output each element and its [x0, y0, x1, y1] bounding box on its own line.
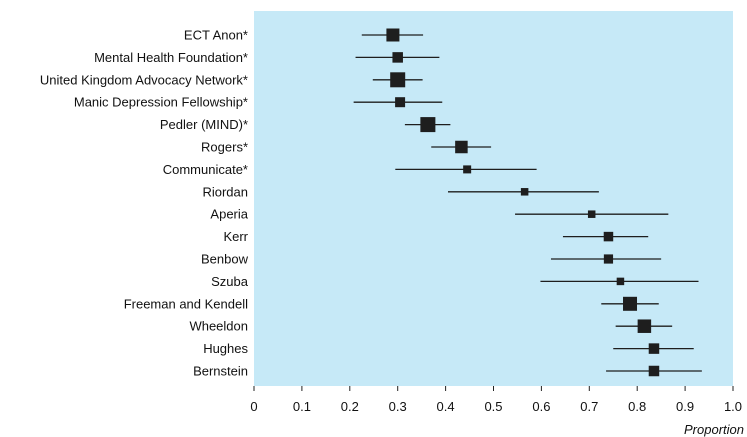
x-tick-label: 0.9 — [676, 399, 694, 414]
study-label: Manic Depression Fellowship* — [74, 95, 248, 110]
point-estimate — [392, 52, 403, 63]
point-estimate — [587, 210, 596, 218]
point-estimate — [386, 28, 400, 42]
study-label: Kerr — [223, 229, 248, 244]
study-label: Benbow — [201, 252, 249, 267]
study-label: Wheeldon — [189, 319, 248, 334]
x-tick-label: 0.4 — [437, 399, 455, 414]
x-tick-label: 0.1 — [293, 399, 311, 414]
study-label: Freeman and Kendell — [124, 296, 248, 311]
x-tick-label: 0.6 — [532, 399, 550, 414]
point-estimate — [520, 188, 529, 196]
point-estimate — [420, 117, 436, 133]
study-label: United Kingdom Advocacy Network* — [40, 72, 248, 87]
point-estimate — [623, 296, 638, 311]
point-estimate — [648, 343, 660, 354]
study-label: Rogers* — [201, 140, 248, 155]
x-tick-label: 0.5 — [484, 399, 502, 414]
x-axis: 0 0.1 0.2 0.3 0.4 0.5 0.6 0.7 0.8 0.9 1.0 — [250, 386, 742, 414]
x-tick-label: 0.7 — [580, 399, 598, 414]
study-label: Riordan — [202, 184, 248, 199]
point-estimate — [637, 319, 652, 333]
point-estimate — [616, 277, 625, 286]
x-tick-label: 1.0 — [724, 399, 742, 414]
study-label: Communicate* — [163, 162, 248, 177]
point-estimate — [648, 365, 660, 377]
study-label: Szuba — [211, 274, 249, 289]
x-tick-label: 0.8 — [628, 399, 646, 414]
point-estimate — [603, 231, 614, 242]
x-axis-label: Proportion — [684, 422, 744, 437]
x-tick-label: 0.3 — [389, 399, 407, 414]
point-estimate — [395, 97, 406, 108]
point-estimate — [455, 140, 468, 154]
study-label: Pedler (MIND)* — [160, 117, 248, 132]
x-tick-label: 0.2 — [341, 399, 359, 414]
study-label: Mental Health Foundation* — [94, 50, 248, 65]
x-tick-label: 0 — [250, 399, 257, 414]
point-estimate — [390, 72, 406, 88]
point-estimate — [603, 254, 614, 264]
study-rows: ECT Anon* Mental Health Foundation* United… — [40, 28, 702, 379]
study-label: ECT Anon* — [184, 28, 248, 43]
study-label: Bernstein — [193, 364, 248, 379]
study-label: Aperia — [210, 207, 248, 222]
point-estimate — [463, 165, 472, 174]
study-label: Hughes — [203, 341, 248, 356]
plot-area — [254, 11, 733, 386]
